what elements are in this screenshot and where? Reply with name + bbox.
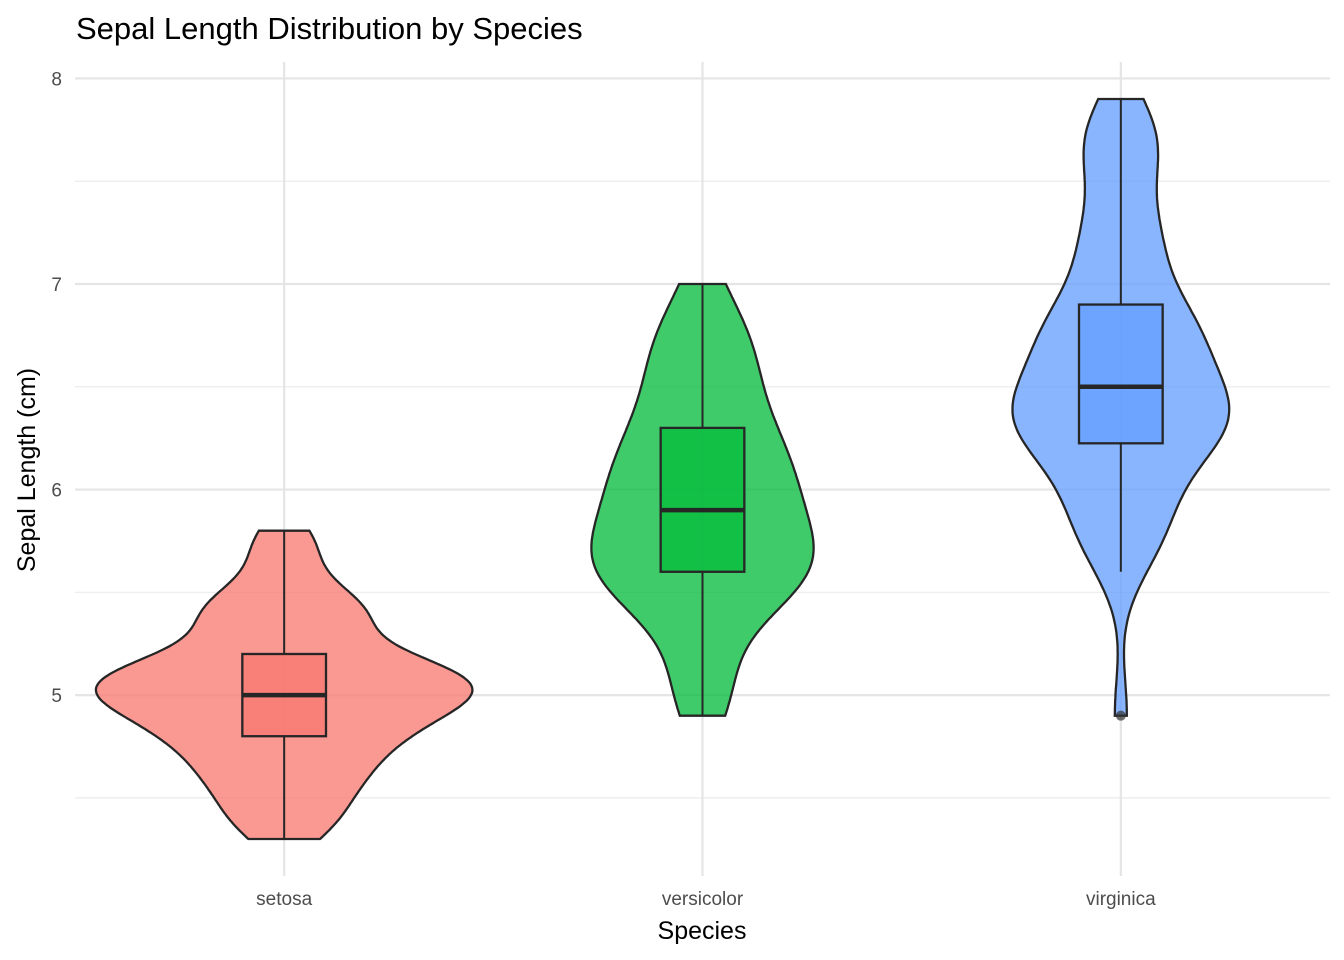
boxplots xyxy=(241,99,1164,839)
y-tick-label: 6 xyxy=(51,481,62,502)
y-tick-labels: 5 6 7 8 xyxy=(51,69,62,707)
y-tick-label: 5 xyxy=(51,686,62,707)
y-tick-label: 7 xyxy=(51,275,62,296)
x-tick-label: virginica xyxy=(1086,889,1156,910)
x-tick-label: versicolor xyxy=(662,889,744,910)
x-axis-label: Species xyxy=(658,917,747,945)
x-tick-label: setosa xyxy=(256,889,312,910)
box-virginica xyxy=(1077,303,1164,445)
chart-title: Sepal Length Distribution by Species xyxy=(76,11,583,46)
x-tick-labels: setosa versicolor virginica xyxy=(256,889,1156,910)
y-tick-label: 8 xyxy=(51,69,62,90)
y-axis-label: Sepal Length (cm) xyxy=(13,368,41,572)
box-versicolor xyxy=(659,426,746,573)
outlier-point xyxy=(1115,710,1126,721)
